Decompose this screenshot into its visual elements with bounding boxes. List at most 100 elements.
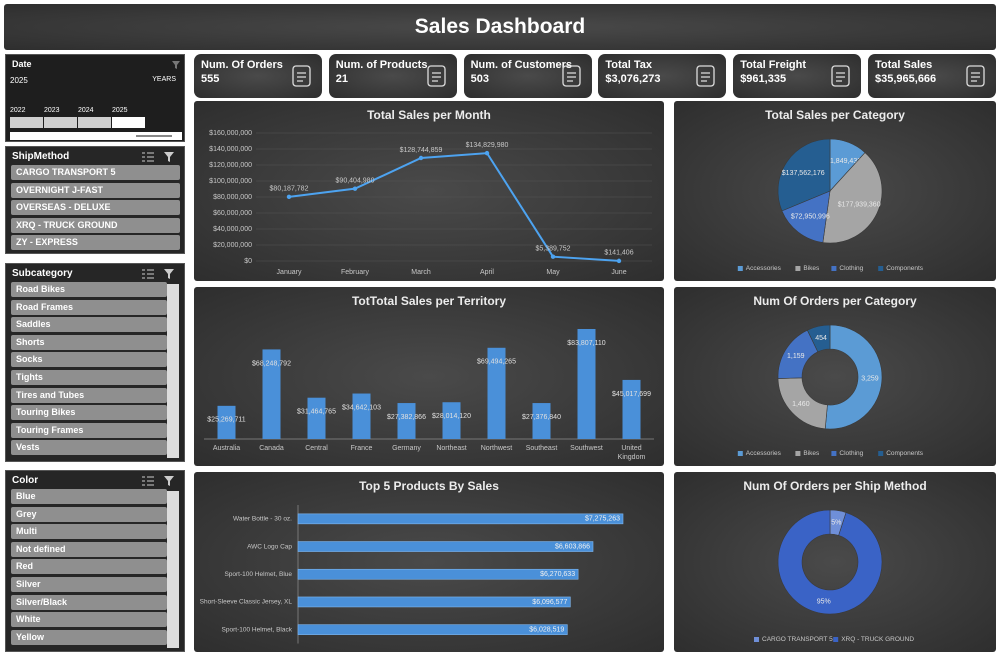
year-cell[interactable]	[112, 117, 145, 128]
slice	[777, 138, 831, 212]
slicer-item[interactable]: Yellow	[11, 629, 167, 645]
kpi-label: Total Sales	[875, 59, 933, 71]
year-label: 2024	[78, 107, 94, 114]
slicer-item[interactable]: Multi	[11, 524, 167, 540]
year-cell[interactable]	[10, 117, 43, 128]
scrollbar[interactable]	[167, 284, 179, 458]
slicer-item[interactable]: XRQ - TRUCK GROUND	[11, 217, 180, 233]
data-label: $6,096,577	[532, 599, 567, 606]
chart: Total Sales per Category $51,849,433 $177,…	[737, 108, 924, 272]
icon-shape	[297, 72, 306, 82]
filter-icon[interactable]	[172, 61, 180, 69]
chart-panel: Top 5 Products By Sales Water Bottle - 30…	[194, 472, 664, 652]
kpi-value: 503	[470, 73, 489, 85]
slicer-item[interactable]: Touring Bikes	[11, 405, 167, 421]
bar	[297, 596, 571, 608]
slicer-icons	[142, 476, 174, 486]
y-tick-label: $120,000,000	[209, 162, 252, 169]
data-label: $128,744,859	[400, 147, 443, 154]
slicer-title: Color	[12, 475, 39, 486]
slicer-item[interactable]: Saddles	[11, 317, 167, 333]
year-label: 2022	[10, 107, 26, 114]
legend-swatch	[831, 266, 837, 271]
icon-shape	[292, 65, 311, 87]
kpi-icon	[427, 65, 446, 87]
y-tick-label: $60,000,000	[213, 210, 252, 217]
slicer-item[interactable]: Grey	[11, 506, 167, 522]
scrollbar[interactable]	[167, 491, 179, 648]
y-tick-label: Sport-100 Helmet, Blue	[224, 571, 292, 578]
kpi-icon	[966, 65, 985, 87]
slicer-item[interactable]: ZY - EXPRESS	[11, 235, 180, 251]
kpi-value: $961,335	[740, 73, 787, 85]
slicer-item[interactable]: CARGO TRANSPORT 5	[11, 165, 180, 180]
multi-select-icon[interactable]	[142, 269, 154, 279]
point	[550, 254, 556, 259]
kpi-value: $3,076,273	[605, 73, 661, 85]
bar	[532, 403, 551, 439]
kpi-card: Total Tax $3,076,273	[598, 54, 727, 98]
kpi-card: Num. of Products 21	[328, 54, 457, 98]
slicer-item[interactable]: Tires and Tubes	[11, 387, 167, 403]
date-level[interactable]: YEARS	[152, 76, 176, 83]
multi-select-icon[interactable]	[142, 152, 154, 162]
icon-shape	[561, 65, 581, 87]
data-label: $27,376,840	[522, 414, 561, 421]
slicer-item[interactable]: Not defined	[11, 541, 167, 557]
clear-filter-icon[interactable]	[164, 476, 174, 486]
kpi-label: Num. Of Orders	[201, 59, 283, 71]
slice	[822, 152, 883, 244]
x-tick-label: Northeast	[436, 445, 466, 452]
x-tick-label: March	[411, 269, 431, 276]
kpi-card: Num. Of Orders 555	[194, 54, 322, 98]
data-label: $51,849,433	[822, 158, 861, 165]
slicer-item[interactable]: Vests	[11, 440, 167, 456]
data-label: $45,017,699	[612, 391, 651, 398]
slicer-item[interactable]: Red	[11, 559, 167, 575]
timeline-scroll[interactable]	[10, 132, 182, 140]
slicer-item[interactable]: Shorts	[11, 334, 167, 350]
slicer-item[interactable]: Silver/Black	[11, 594, 167, 610]
legend-label: Bikes	[803, 450, 820, 457]
data-label: $31,464,765	[297, 409, 336, 416]
legend-swatch	[754, 637, 759, 642]
y-tick-label: Water Bottle - 30 oz.	[233, 516, 292, 523]
chart: Total Sales per Month $0 $20,000,000 $40,00…	[209, 108, 652, 276]
slicer-item[interactable]: Road Frames	[11, 299, 167, 315]
slicer-item[interactable]: Socks	[11, 352, 167, 368]
slice	[777, 509, 883, 615]
slicer-item[interactable]: Tights	[11, 370, 167, 385]
slicer-item[interactable]: Road Bikes	[11, 282, 167, 297]
chart-title: Top 5 Products By Sales	[359, 479, 499, 493]
clear-filter-icon[interactable]	[164, 269, 174, 279]
bar	[262, 349, 281, 439]
x-tick-label: May	[546, 269, 560, 276]
bar	[297, 568, 579, 580]
year-cell[interactable]	[44, 117, 77, 128]
x-tick-label: Central	[305, 445, 328, 452]
subcategory-slicer: Subcategory Road Bikes Road Frames Saddles…	[5, 263, 185, 462]
data-label: $80,187,782	[270, 186, 309, 193]
multi-select-icon[interactable]	[142, 476, 154, 486]
bar	[352, 393, 371, 439]
kpi-icon	[292, 65, 311, 87]
kpi-value: 21	[335, 73, 349, 85]
slicer-item[interactable]: Silver	[11, 577, 167, 592]
slicer-item[interactable]: Touring Frames	[11, 422, 167, 438]
clear-filter-icon[interactable]	[164, 152, 174, 162]
slice	[781, 190, 831, 243]
legend-label: XRQ - TRUCK GROUND	[841, 636, 914, 643]
x-tick-label: Southeast	[526, 445, 558, 452]
bar	[217, 405, 236, 439]
data-label: $90,404,980	[336, 178, 375, 185]
chart: Top 5 Products By Sales Water Bottle - 30…	[200, 479, 624, 644]
slicer-item[interactable]: Blue	[11, 489, 167, 504]
year-cell[interactable]	[78, 117, 111, 128]
slicer-item[interactable]: OVERNIGHT J-FAST	[11, 182, 180, 198]
legend-label: Clothing	[839, 450, 863, 457]
bar	[622, 379, 641, 439]
legend-swatch	[878, 266, 884, 271]
kpi-icon	[831, 65, 850, 87]
slicer-item[interactable]: OVERSEAS - DELUXE	[11, 200, 180, 216]
slicer-item[interactable]: White	[11, 612, 167, 628]
